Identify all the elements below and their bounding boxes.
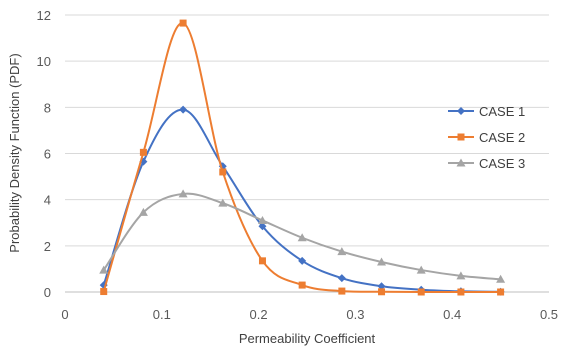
data-point <box>258 257 266 265</box>
data-point <box>178 189 188 198</box>
data-point <box>298 256 307 265</box>
x-tick-label: 0.4 <box>443 307 461 322</box>
data-point <box>297 233 307 242</box>
legend-item: CASE 3 <box>448 156 525 171</box>
legend-item: CASE 1 <box>448 104 525 119</box>
x-tick-label: 0 <box>61 307 68 322</box>
legend-swatch-marker <box>456 158 466 167</box>
data-point <box>139 148 147 156</box>
data-point <box>337 247 347 256</box>
data-point <box>219 168 227 176</box>
data-point <box>377 282 386 291</box>
data-point <box>257 215 267 224</box>
data-series <box>99 19 506 296</box>
y-tick-label: 12 <box>37 8 51 23</box>
y-tick-label: 0 <box>44 285 51 300</box>
series-2 <box>100 19 505 296</box>
legend-swatch-marker <box>457 133 465 141</box>
data-point <box>456 271 466 280</box>
data-point <box>457 288 465 296</box>
data-point <box>496 274 506 283</box>
x-tick-labels: 0 0.1 0.2 0.3 0.4 0.5 <box>61 307 558 322</box>
y-tick-label: 2 <box>44 239 51 254</box>
x-tick-label: 0.2 <box>250 307 268 322</box>
data-point <box>138 207 148 216</box>
legend-label: CASE 1 <box>479 104 525 119</box>
y-tick-labels: 0 2 4 6 8 10 12 <box>37 8 51 300</box>
x-axis-title: Permeability Coefficient <box>239 331 376 346</box>
y-axis-title: Probability Density Function (PDF) <box>7 53 22 252</box>
data-point <box>179 105 188 114</box>
data-point <box>100 288 108 296</box>
legend-label: CASE 2 <box>479 130 525 145</box>
series-line <box>102 108 501 293</box>
data-point <box>258 222 267 231</box>
data-point <box>377 257 387 266</box>
data-point <box>99 265 109 274</box>
x-tick-label: 0.3 <box>346 307 364 322</box>
data-point <box>416 265 426 274</box>
x-tick-label: 0.1 <box>153 307 171 322</box>
data-point <box>417 288 425 296</box>
data-point <box>179 19 187 27</box>
data-point <box>338 287 346 295</box>
data-point <box>218 198 228 207</box>
data-point <box>337 274 346 283</box>
data-point <box>497 288 505 296</box>
y-tick-label: 8 <box>44 100 51 115</box>
y-tick-label: 6 <box>44 147 51 162</box>
legend-label: CASE 3 <box>479 156 525 171</box>
legend-item: CASE 2 <box>448 130 525 145</box>
series-3 <box>99 189 506 283</box>
legend: CASE 1 CASE 2 CASE 3 <box>448 104 525 171</box>
y-tick-label: 4 <box>44 193 51 208</box>
legend-swatch-marker <box>457 107 465 115</box>
data-point <box>298 281 306 289</box>
y-tick-label: 10 <box>37 54 51 69</box>
data-point <box>378 288 386 296</box>
x-tick-label: 0.5 <box>540 307 558 322</box>
